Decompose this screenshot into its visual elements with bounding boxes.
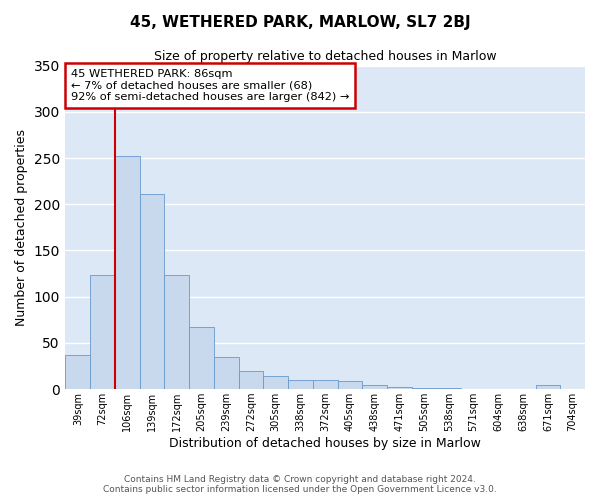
Bar — [338, 381, 362, 389]
Bar — [263, 376, 288, 389]
Bar — [115, 156, 140, 389]
X-axis label: Distribution of detached houses by size in Marlow: Distribution of detached houses by size … — [169, 437, 481, 450]
Bar — [288, 380, 313, 389]
Bar — [387, 388, 412, 389]
Bar — [90, 274, 115, 389]
Title: Size of property relative to detached houses in Marlow: Size of property relative to detached ho… — [154, 50, 497, 63]
Text: 45, WETHERED PARK, MARLOW, SL7 2BJ: 45, WETHERED PARK, MARLOW, SL7 2BJ — [130, 15, 470, 30]
Bar — [362, 386, 387, 389]
Bar — [536, 386, 560, 389]
Bar — [189, 327, 214, 389]
Bar — [164, 274, 189, 389]
Bar — [412, 388, 437, 389]
Bar — [65, 355, 90, 389]
Bar — [140, 194, 164, 389]
Text: Contains HM Land Registry data © Crown copyright and database right 2024.: Contains HM Land Registry data © Crown c… — [124, 475, 476, 484]
Bar — [239, 370, 263, 389]
Y-axis label: Number of detached properties: Number of detached properties — [15, 129, 28, 326]
Bar — [437, 388, 461, 389]
Text: Contains public sector information licensed under the Open Government Licence v3: Contains public sector information licen… — [103, 485, 497, 494]
Bar — [214, 357, 239, 389]
Bar — [313, 380, 338, 389]
Text: 45 WETHERED PARK: 86sqm
← 7% of detached houses are smaller (68)
92% of semi-det: 45 WETHERED PARK: 86sqm ← 7% of detached… — [71, 69, 349, 102]
